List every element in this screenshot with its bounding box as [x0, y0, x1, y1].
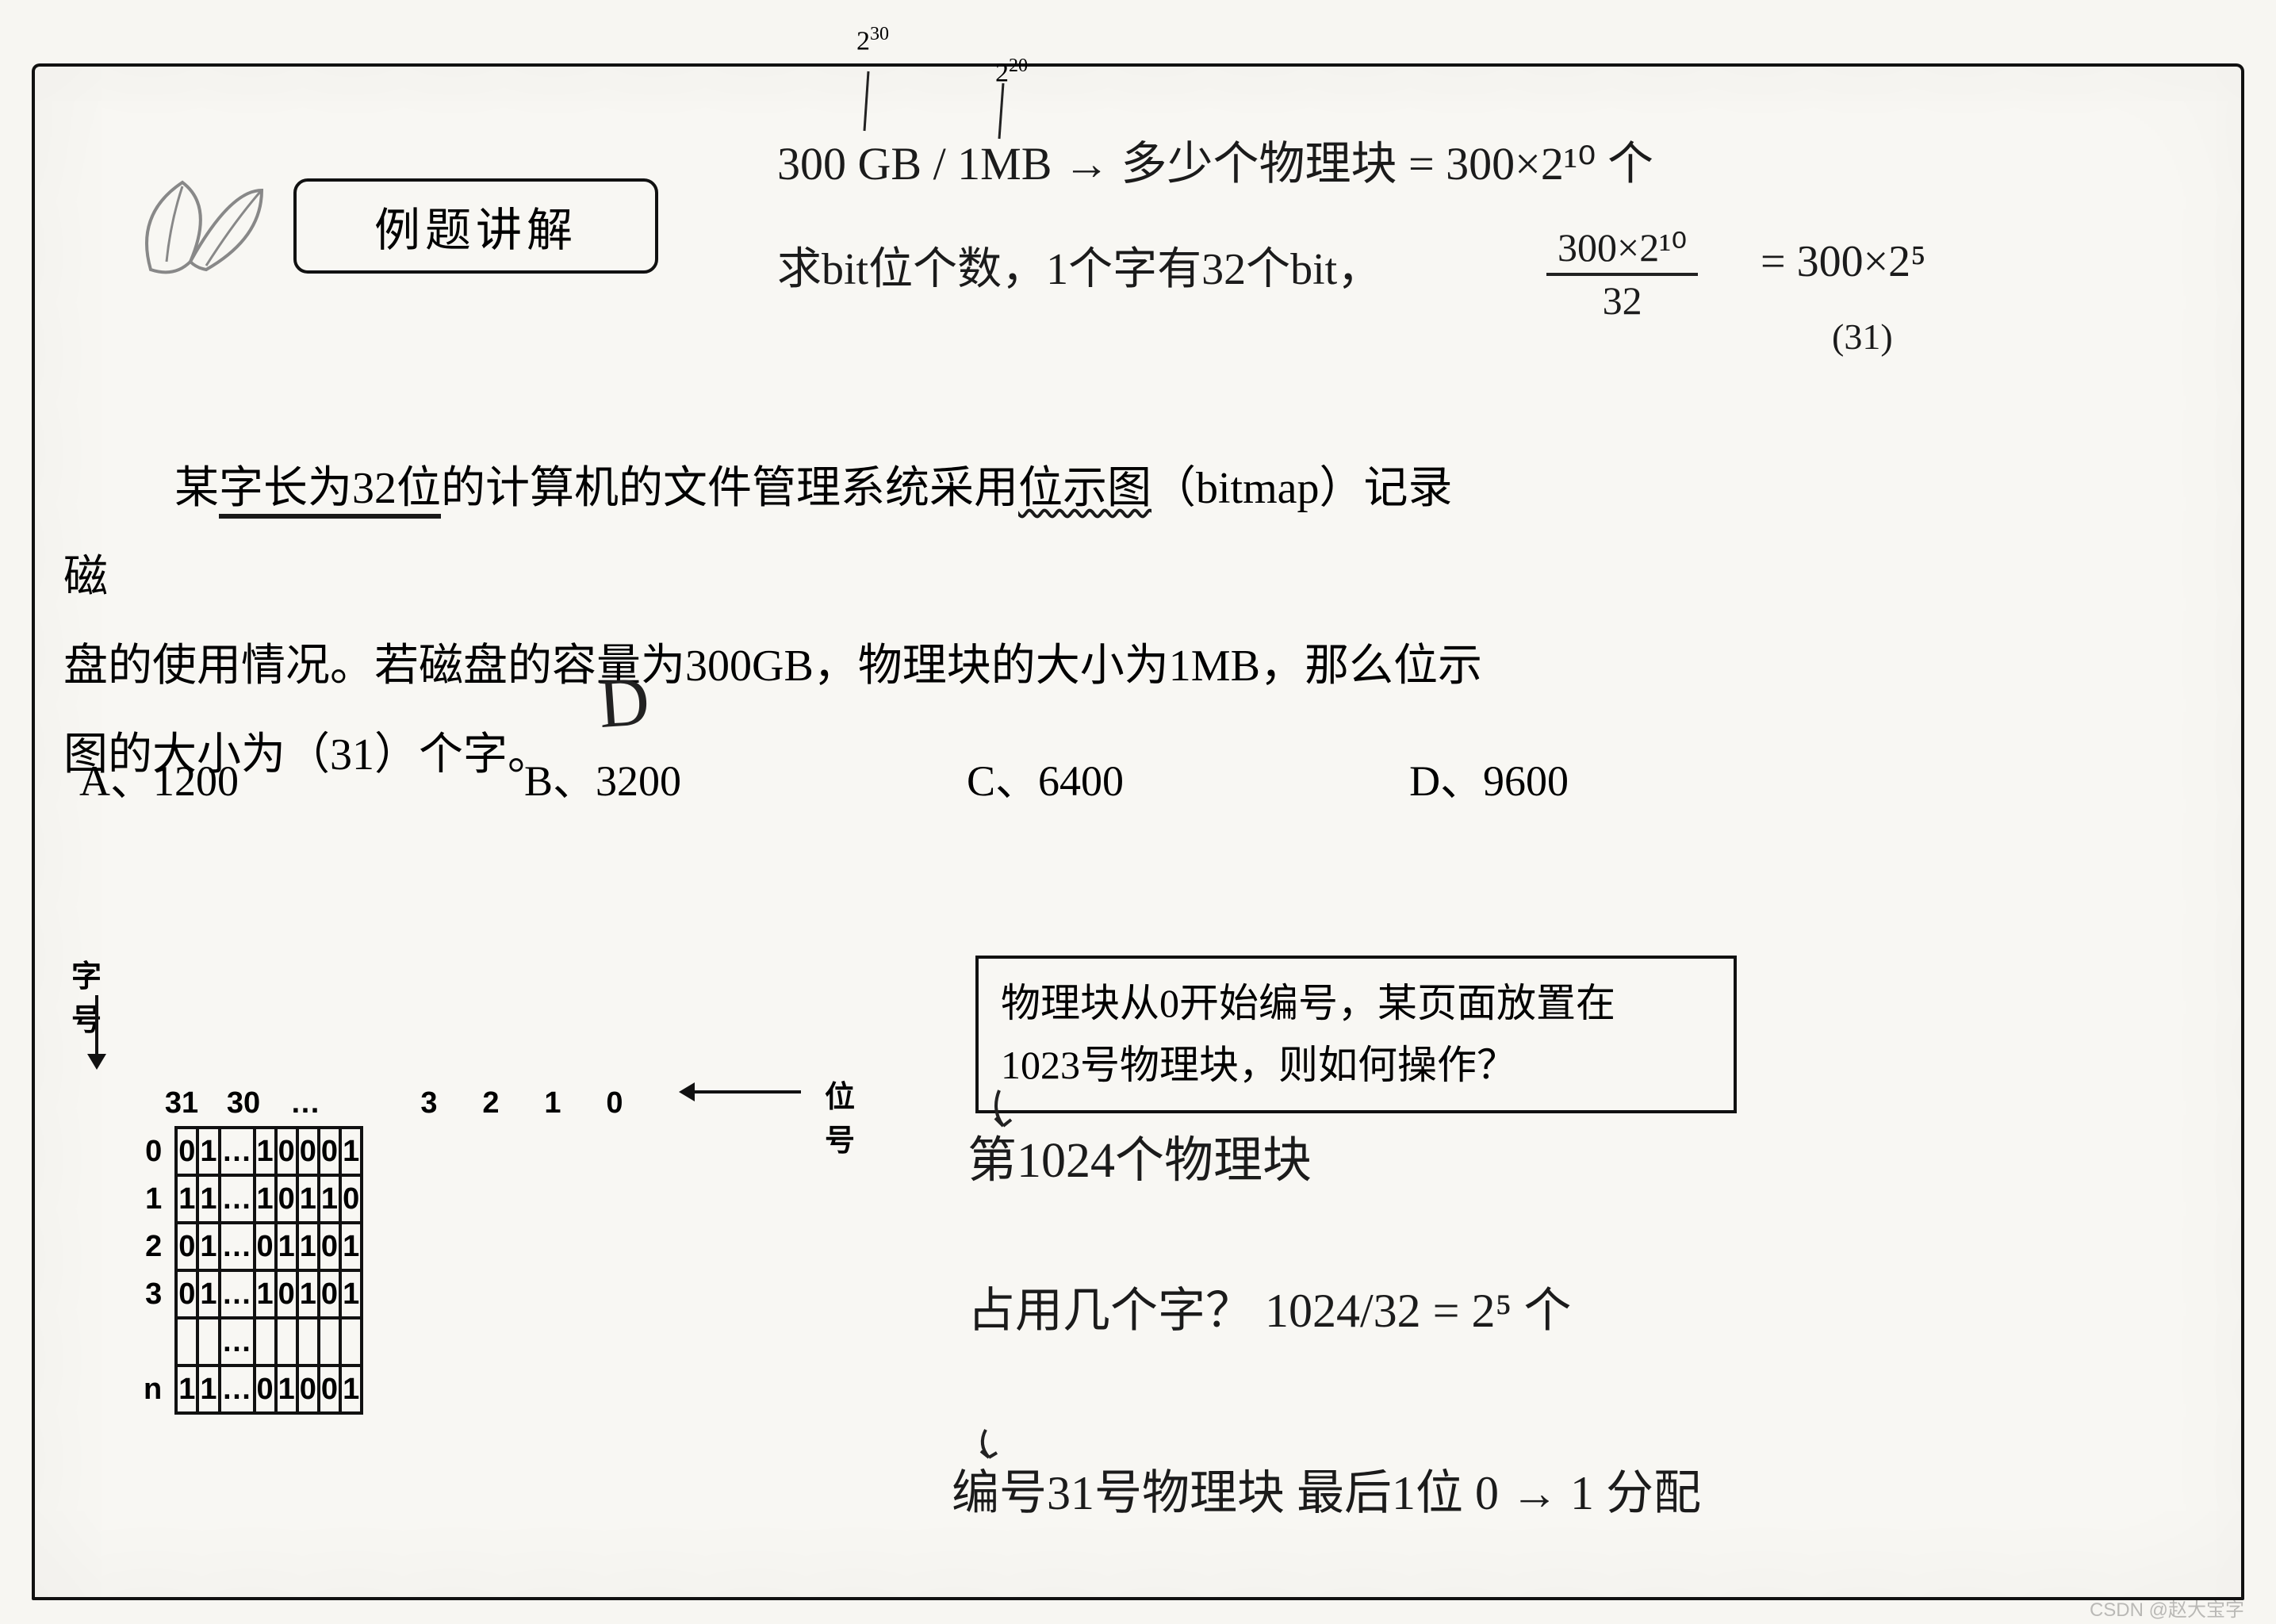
hw-bottom-3: 编号31号物理块 最后1位 0 → 1 分配 [952, 1467, 1701, 1519]
choice-d: D、9600 [1409, 745, 1569, 808]
example-label-box: 例题讲解 [293, 178, 658, 274]
hw-arrow-icon [971, 1427, 1011, 1467]
hw-line1: 300 GB / 1MB → 多少个物理块 = 300×2¹⁰ 个 [777, 139, 1653, 190]
leaf-decoration [127, 167, 285, 293]
bitmap-col-headers: 31 30 … 3 2 1 0 [151, 1086, 646, 1120]
table-row: 301…10101 [143, 1270, 362, 1318]
choice-c: C、6400 [967, 745, 1124, 808]
table-row: n11…01001 [143, 1365, 362, 1413]
bit-number-label: 位号 [825, 1072, 855, 1159]
choices-row: A、1200 B、3200 C、6400 D、9600 [79, 745, 1745, 808]
table-row: … [143, 1318, 362, 1365]
example-label-text: 例题讲解 [374, 193, 577, 259]
note-box: 物理块从0开始编号，某页面放置在 1023号物理块，则如何操作？ [975, 956, 1737, 1113]
arrow-down-icon [95, 995, 98, 1067]
answer-mark-d: D [596, 661, 652, 745]
anno-2-30: 230 [856, 24, 889, 56]
table-row: 001…10001 [143, 1128, 362, 1175]
hw-fraction: 300×2¹⁰ 32 [1546, 226, 1698, 323]
hw-31-note: (31) [1832, 317, 1893, 358]
arrow-left-icon [682, 1090, 801, 1094]
bitmap-table: 001…10001 111…10110 201…01101 301…10101 … [143, 1126, 363, 1415]
choice-b: B、3200 [524, 745, 681, 808]
hw-line2-prefix: 求bit位个数，1个字有32个bit， [777, 246, 1381, 295]
choice-a: A、1200 [79, 745, 239, 808]
table-row: 111…10110 [143, 1175, 362, 1223]
hw-line2-result: = 300×2⁵ [1761, 238, 1926, 287]
hw-bottom-1: 第1024个物理块 [967, 1134, 1312, 1188]
watermark-text: CSDN @赵大宝字 [2090, 1594, 2244, 1622]
hw-bottom-2: 占用几个字？ 1024/32 = 2⁵ 个 [967, 1285, 1571, 1337]
table-row: 201…01101 [143, 1223, 362, 1270]
